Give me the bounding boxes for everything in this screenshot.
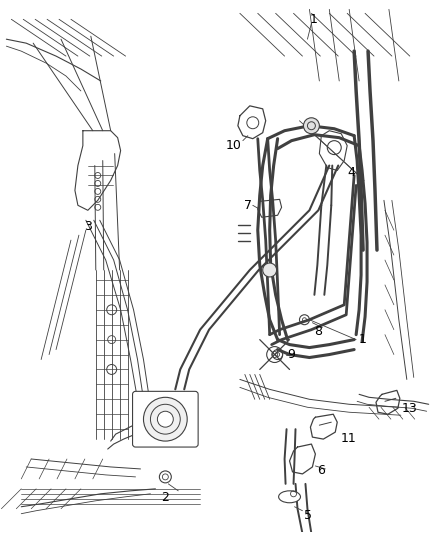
Text: 8: 8 [314,325,322,338]
Text: 2: 2 [162,491,169,504]
Text: 6: 6 [318,464,325,477]
Text: 1: 1 [309,13,317,26]
FancyBboxPatch shape [133,391,198,447]
Text: 7: 7 [244,199,252,212]
Text: 13: 13 [402,402,417,415]
Circle shape [304,118,319,134]
Ellipse shape [279,491,300,503]
Text: 5: 5 [304,508,312,522]
Text: 9: 9 [288,348,296,361]
Circle shape [263,263,277,277]
Text: 4: 4 [347,166,355,179]
Text: 1: 1 [359,333,367,346]
Text: 11: 11 [340,432,356,445]
Circle shape [144,397,187,441]
Text: 10: 10 [226,139,242,152]
Text: 3: 3 [84,220,92,233]
Circle shape [157,411,173,427]
